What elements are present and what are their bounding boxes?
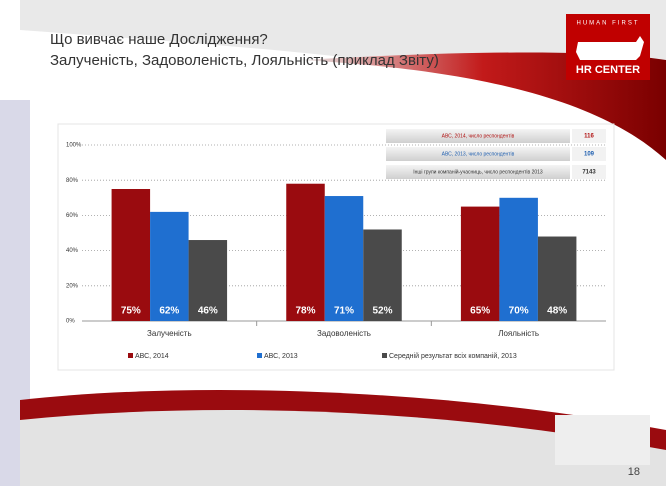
bar	[111, 189, 151, 321]
heading: Що вивчає наше Дослідження?	[50, 31, 268, 48]
value-label: 46%	[198, 306, 218, 317]
corner-box	[555, 415, 650, 465]
value-label: 78%	[295, 306, 315, 317]
value-label: 65%	[470, 306, 490, 317]
bar	[537, 236, 577, 321]
bar	[499, 197, 538, 321]
y-tick-label: 80%	[66, 178, 79, 184]
respondent-cell	[386, 129, 570, 143]
bar	[286, 183, 325, 321]
logo-top: HUMAN FIRST	[577, 21, 640, 27]
left-strip	[0, 100, 30, 486]
value-label: 62%	[159, 306, 179, 317]
y-tick-label: 100%	[66, 143, 82, 149]
bar	[324, 196, 364, 321]
x-tick-label: Лояльність	[498, 329, 539, 338]
bar	[363, 229, 402, 321]
legend-swatch	[382, 353, 387, 358]
legend-swatch	[128, 353, 133, 358]
respondent-count-cell	[572, 129, 606, 143]
respondent-count-cell	[572, 165, 606, 179]
respondent-label: АВС, 2013, число респондентів	[442, 151, 515, 157]
y-tick-label: 20%	[66, 283, 79, 289]
top-swoosh-gray	[20, 0, 666, 140]
respondent-cell	[386, 165, 570, 179]
logo-bottom: HR CENTER	[576, 64, 640, 76]
respondent-count: 116	[584, 134, 594, 140]
page-number: 18	[628, 466, 640, 478]
value-label: 70%	[509, 306, 529, 317]
value-label: 52%	[372, 306, 392, 317]
x-tick-label: Задоволеність	[317, 329, 371, 338]
bar	[460, 206, 500, 321]
value-label: 75%	[121, 306, 141, 317]
y-tick-label: 40%	[66, 248, 79, 254]
bar	[150, 211, 189, 321]
x-tick-label: Залученість	[147, 329, 192, 338]
logo-dog	[576, 36, 644, 60]
respondent-count-cell	[572, 147, 606, 161]
chart: 0% 20% 40% 60% 80% 100% Залученість 75% 62% 46% За…	[66, 129, 606, 360]
value-label: 48%	[547, 306, 567, 317]
respondent-count: 7143	[582, 170, 596, 176]
value-label: 71%	[334, 306, 354, 317]
respondent-label: Інші групи компаній-учасниць, число респ…	[413, 168, 543, 175]
respondent-label: АВС, 2014, число респондентів	[442, 133, 515, 139]
y-tick-label: 60%	[66, 213, 79, 219]
respondent-count: 109	[584, 152, 595, 158]
legend-label: АВС, 2014	[135, 353, 169, 360]
legend-label: Середній результат всіх компаній, 2013	[389, 352, 517, 360]
legend-swatch	[257, 353, 262, 358]
bottom-swoosh-gray	[20, 410, 666, 486]
bar	[188, 240, 228, 321]
legend-label: АВС, 2013	[264, 353, 298, 360]
subheading: Залученість, Задоволеність, Лояльність (…	[50, 52, 439, 69]
y-tick-label: 0%	[66, 319, 75, 325]
respondent-cell	[386, 147, 570, 161]
